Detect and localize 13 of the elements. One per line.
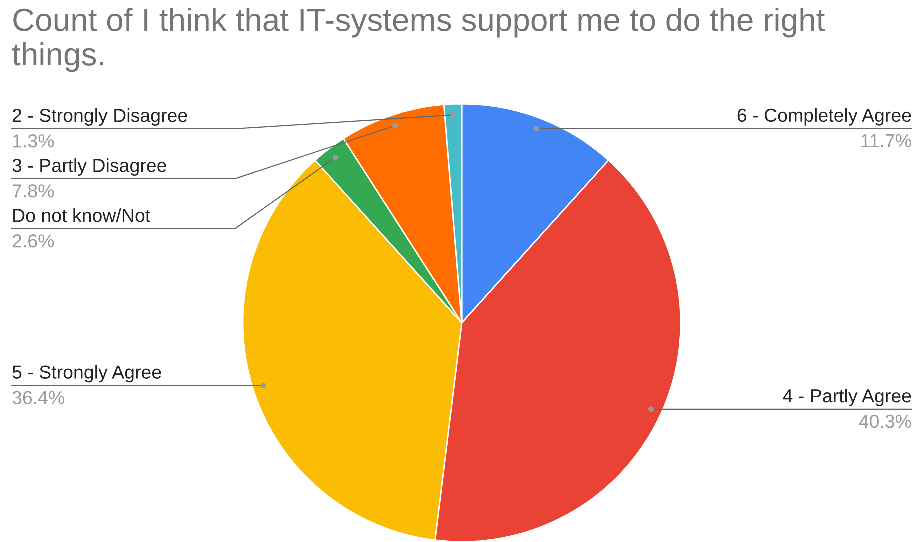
slice-label: 3 - Partly Disagree <box>12 158 166 176</box>
slice-label: Do not know/Not <box>14 208 150 222</box>
data-label: 7.8% <box>12 184 54 198</box>
chart-title: Count of I think that IT-systems support me to do the right things. <box>12 8 825 72</box>
data-label: 1.3% <box>13 134 54 148</box>
slice-label: 2 - Strongly Disagree <box>12 108 188 126</box>
data-label: 40.3% <box>859 414 912 428</box>
data-label: 36.4% <box>12 391 64 404</box>
data-label: 11.7% <box>862 134 912 148</box>
slice-label: 6 - Completely Agree <box>738 108 912 126</box>
slice-label: 4 - Partly Agree <box>783 388 912 406</box>
data-label: 2.6% <box>12 234 54 248</box>
slice-label: 5 - Strongly Agree <box>12 365 162 383</box>
